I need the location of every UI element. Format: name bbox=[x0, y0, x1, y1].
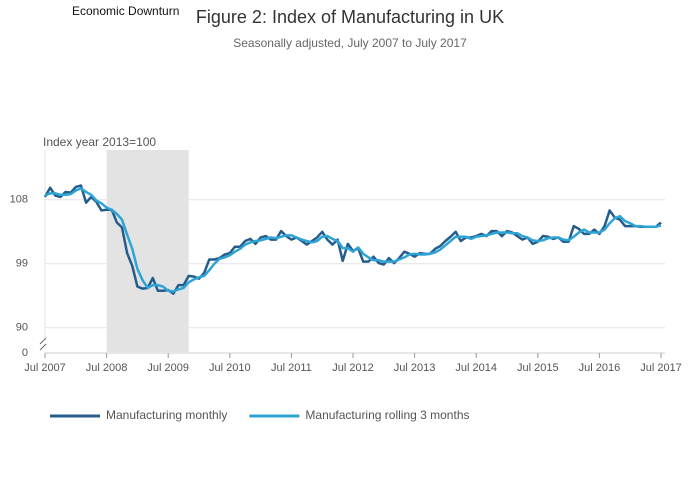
x-tick-label: Jul 2013 bbox=[394, 362, 436, 374]
x-tick-label: Jul 2012 bbox=[332, 362, 374, 374]
y-tick-label: 90 bbox=[16, 322, 28, 334]
x-tick-label: Jul 2008 bbox=[86, 362, 128, 374]
legend-label: Manufacturing monthly bbox=[106, 408, 227, 422]
legend-label: Manufacturing rolling 3 months bbox=[305, 408, 469, 422]
y-tick-label: 0 bbox=[22, 347, 28, 359]
x-tick-label: Jul 2015 bbox=[517, 362, 559, 374]
y-tick-label: 108 bbox=[10, 194, 28, 206]
shade-label: Economic Downturn bbox=[72, 4, 179, 18]
x-tick-label: Jul 2016 bbox=[579, 362, 621, 374]
x-tick-label: Jul 2011 bbox=[271, 362, 312, 374]
chart-subtitle: Seasonally adjusted, July 2007 to July 2… bbox=[233, 36, 467, 50]
axis-break bbox=[39, 337, 47, 345]
series-line bbox=[44, 187, 662, 293]
axis-break bbox=[39, 343, 47, 351]
chart-title: Figure 2: Index of Manufacturing in UK bbox=[196, 7, 504, 27]
x-tick-label: Jul 2014 bbox=[455, 362, 497, 374]
x-tick-label: Jul 2010 bbox=[209, 362, 251, 374]
y-axis-label: Index year 2013=100 bbox=[43, 135, 156, 149]
downturn-shade bbox=[106, 150, 189, 352]
x-tick-label: Jul 2007 bbox=[24, 362, 66, 374]
x-tick-label: Jul 2009 bbox=[147, 362, 189, 374]
y-tick-label: 99 bbox=[16, 258, 28, 270]
x-tick-label: Jul 2017 bbox=[640, 362, 682, 374]
